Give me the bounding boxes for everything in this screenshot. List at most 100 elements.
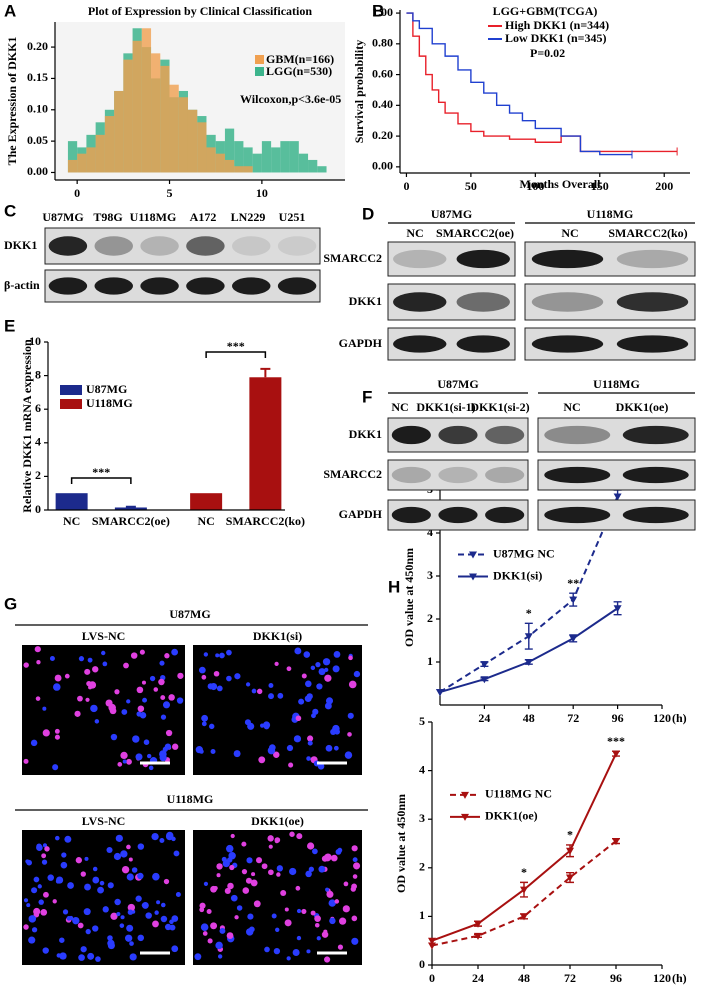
row-label: SMARCC2: [323, 251, 382, 265]
x-tick-label: SMARCC2(oe): [92, 514, 170, 528]
nucleus: [294, 647, 302, 655]
condition-label: LVS-NC: [82, 814, 126, 828]
x-tick-label: 120: [653, 711, 671, 725]
legend-label: U118MG NC: [485, 787, 552, 801]
nucleus: [162, 746, 168, 752]
x-tick-label: 0: [403, 179, 409, 193]
nucleus: [31, 887, 38, 894]
annotation: Wilcoxon,p<3.6e-05: [240, 92, 341, 106]
y-tick-label: 0.60: [372, 66, 393, 80]
marker: [566, 874, 574, 882]
nucleus: [161, 902, 166, 908]
nucleus: [229, 864, 235, 871]
nucleus: [260, 723, 265, 728]
histogram-bar: [67, 141, 78, 173]
significance-label: ***: [92, 465, 110, 479]
significance-label: *: [567, 828, 573, 842]
nucleus: [128, 857, 133, 862]
nucleus: [303, 651, 311, 658]
y-tick-label: 3: [419, 811, 425, 825]
line: [431, 753, 617, 942]
nucleus: [49, 656, 55, 662]
nucleus: [171, 915, 179, 922]
marker: [480, 661, 489, 669]
nucleus: [201, 714, 209, 722]
x-tick-label: 0: [429, 971, 435, 985]
lane-label: DKK1(oe): [616, 400, 669, 414]
nucleus: [28, 936, 36, 944]
nucleus: [41, 853, 47, 859]
significance-bracket: [205, 351, 267, 358]
nucleus: [77, 695, 83, 702]
nucleus: [255, 857, 263, 864]
lane-label: NC: [391, 400, 408, 414]
histogram-bar: [289, 141, 299, 173]
nucleus: [26, 859, 32, 866]
x-tick-label: 5: [167, 186, 173, 200]
y-tick-label: 4: [427, 525, 433, 539]
nucleus: [202, 931, 208, 936]
marker: [612, 838, 620, 846]
nucleus: [323, 853, 332, 862]
histogram-bar: [308, 159, 318, 173]
nucleus: [286, 956, 291, 961]
x-tick-label: 48: [523, 711, 535, 725]
band: [140, 236, 179, 256]
nucleus: [164, 653, 170, 659]
nucleus: [159, 660, 165, 666]
nucleus: [60, 861, 68, 869]
nucleus: [324, 674, 332, 682]
nucleus: [203, 881, 209, 887]
histogram-bar: [298, 153, 309, 173]
lane-label: LN229: [231, 210, 266, 224]
nucleus: [314, 922, 320, 928]
nucleus: [334, 899, 340, 904]
nucleus: [201, 721, 207, 727]
nucleus: [264, 946, 270, 953]
nucleus: [325, 744, 333, 752]
nucleus: [153, 687, 159, 692]
nucleus: [126, 924, 134, 932]
nucleus: [337, 944, 344, 950]
nucleus: [306, 693, 313, 700]
band: [622, 506, 689, 524]
y-tick-label: 4: [419, 762, 425, 776]
nucleus: [258, 756, 266, 764]
nucleus: [284, 919, 292, 927]
lane-label: SMARCC2(oe): [436, 226, 514, 240]
band: [456, 249, 510, 269]
nucleus: [152, 872, 160, 881]
histogram-bar: [67, 159, 78, 173]
nucleus: [316, 683, 323, 690]
nucleus: [92, 666, 99, 673]
nucleus: [348, 680, 357, 689]
panel-label: B: [372, 1, 384, 20]
legend-label: Low DKK1 (n=345): [505, 31, 607, 45]
nucleus: [347, 732, 352, 737]
nucleus: [347, 712, 354, 719]
legend-marker: [469, 551, 477, 559]
band: [186, 236, 225, 256]
y-axis-label: Survival probability: [352, 40, 366, 143]
nucleus: [62, 909, 69, 915]
nucleus: [34, 646, 41, 653]
nucleus: [37, 884, 42, 889]
nucleus: [44, 846, 50, 852]
band: [622, 466, 689, 484]
nucleus: [74, 710, 81, 717]
marker: [480, 676, 489, 684]
y-axis-label: The Expression of DKK1: [5, 37, 19, 166]
nucleus: [322, 658, 331, 666]
marker: [436, 689, 444, 697]
nucleus: [316, 936, 321, 941]
y-tick-label: 0.05: [27, 133, 48, 147]
nucleus: [121, 709, 128, 715]
band: [485, 425, 525, 445]
band: [531, 292, 604, 312]
marker: [612, 750, 620, 758]
nucleus: [87, 657, 93, 663]
condition-label: DKK1(si): [253, 629, 302, 643]
nucleus: [175, 892, 181, 898]
nucleus: [142, 697, 148, 703]
histogram-bar: [243, 147, 253, 173]
